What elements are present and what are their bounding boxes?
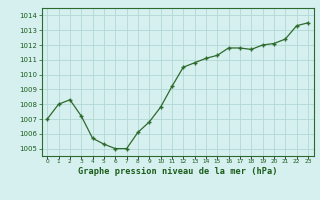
X-axis label: Graphe pression niveau de la mer (hPa): Graphe pression niveau de la mer (hPa) [78,167,277,176]
